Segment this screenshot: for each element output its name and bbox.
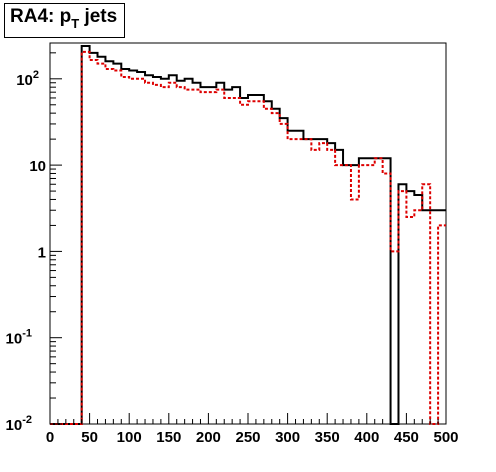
series-layer [50,45,446,425]
axes: 0 50 100 150 200 250 300 350 400 450 500 10-2 10-1 1 1… [6,52,459,446]
plot-frame [49,42,447,425]
y-tick-label: 102 [16,69,39,89]
y-tick-label: 10 [29,158,46,175]
chart-title-subscript: T [71,15,80,31]
y-tick-label: 10-1 [6,328,32,348]
x-tick-label: 500 [433,429,458,446]
x-tick-label: 50 [81,429,98,446]
y-tick-label: 10-2 [6,414,32,434]
x-tick-label: 150 [156,429,181,446]
x-tick-label: 200 [196,429,221,446]
chart-title-prefix: RA4: p [10,6,72,27]
chart-title-suffix: jets [79,6,118,27]
series-line-1 [50,50,446,425]
y-tick-label: 1 [38,244,46,261]
x-tick-label: 400 [354,429,379,446]
x-tick-label: 100 [117,429,142,446]
series-line-0 [50,45,446,425]
x-tick-label: 250 [235,429,260,446]
x-tick-label: 0 [46,429,54,446]
x-tick-label: 350 [315,429,340,446]
plot-area [49,42,447,425]
x-tick-label: 300 [275,429,300,446]
x-tick-label: 450 [394,429,419,446]
chart-title: RA4: pT jets [4,3,126,38]
